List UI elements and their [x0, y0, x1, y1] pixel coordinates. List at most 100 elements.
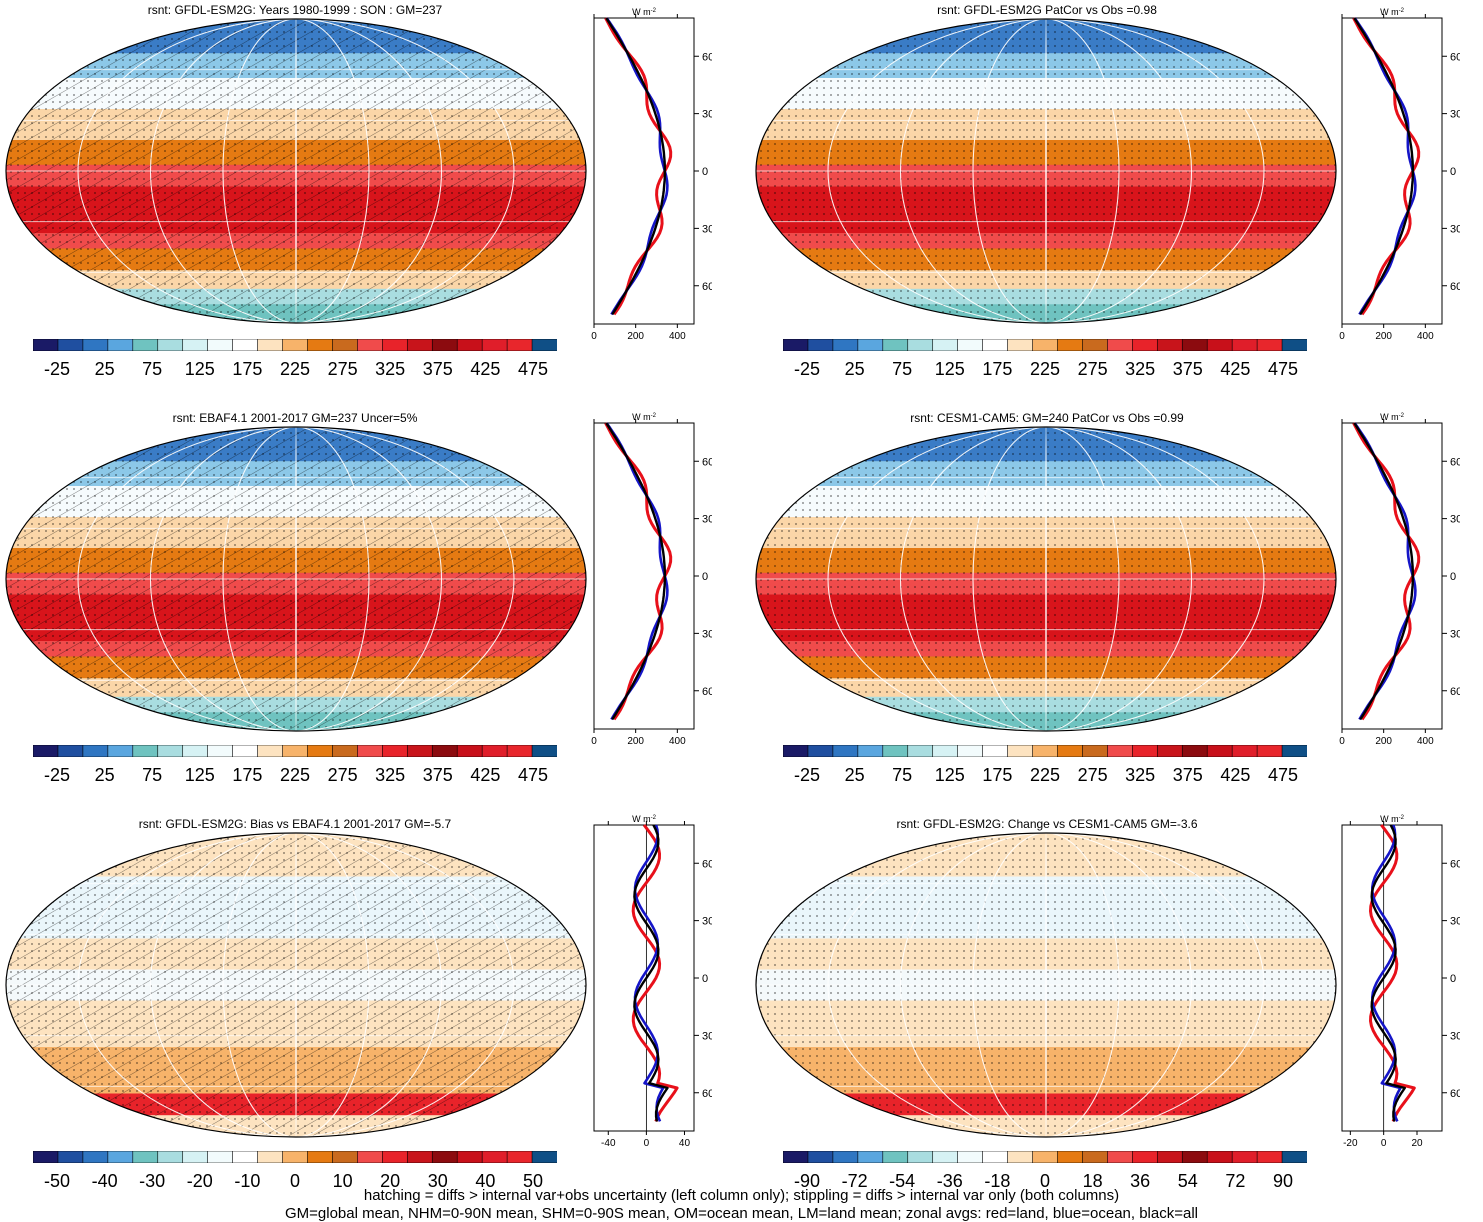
colorbar-swatch	[157, 745, 184, 757]
zonal-frame	[1341, 422, 1443, 730]
colorbar-swatch	[456, 745, 483, 757]
zonal-lat-label: 0	[702, 166, 708, 178]
zonal-x-tick-label: 200	[1375, 331, 1392, 340]
colorbar-tick-label: -30	[139, 1171, 166, 1191]
colorbar-swatch	[957, 339, 984, 351]
colorbar-swatch	[857, 1151, 884, 1163]
colorbar-swatch	[1156, 745, 1183, 757]
colorbar-tick-label: 425	[1220, 765, 1251, 785]
colorbar-swatch	[982, 339, 1009, 351]
zonal-x-tick-label: 0	[644, 1138, 650, 1147]
colorbar-tick-label: 325	[375, 359, 406, 379]
colorbar-tick-label: 75	[142, 359, 163, 379]
colorbar-tick-label: 75	[892, 765, 913, 785]
zonal-frame	[593, 422, 695, 730]
colorbar-swatch	[531, 1151, 557, 1163]
colorbar-swatch	[857, 745, 884, 757]
colorbar-tick-label: 225	[279, 359, 311, 379]
zonal-unit-label: W m-2	[1380, 412, 1404, 422]
colorbar-swatch	[932, 745, 959, 757]
colorbar-swatch	[82, 339, 109, 351]
colorbar-tick-label: 225	[1029, 765, 1061, 785]
colorbar-swatch	[1231, 339, 1258, 351]
zonal-curve-land	[1352, 422, 1421, 721]
global-map	[2, 830, 590, 1140]
zonal-x-tick-label: 20	[1411, 1138, 1423, 1147]
zonal-x-tick-label: 400	[1417, 736, 1434, 745]
zonal-lat-label: 60S	[702, 281, 712, 293]
colorbar-tick-label: -25	[43, 359, 71, 379]
colorbar-swatch	[1281, 339, 1307, 351]
zonal-curve-ocean	[605, 422, 669, 721]
colorbar-swatch	[907, 1151, 934, 1163]
colorbar-tick-label: 425	[470, 359, 501, 379]
zonal-mean-plot: W m-2 60N 30N 0 30S 60S 0 200 400	[572, 6, 712, 340]
colorbar-tick-label: 18	[1082, 1171, 1103, 1191]
zonal-curve-all	[1353, 17, 1414, 316]
zonal-curve-all	[633, 824, 669, 1122]
colorbar-swatch	[1181, 745, 1208, 757]
graticule-meridian	[222, 427, 370, 731]
zonal-lat-label: 60S	[1450, 686, 1460, 698]
colorbar-swatch	[307, 745, 334, 757]
zonal-unit-label: W m-2	[1380, 814, 1404, 824]
colorbar-swatch	[1082, 745, 1108, 757]
zonal-lat-label: 60S	[1450, 281, 1460, 293]
colorbar-tick-label: -10	[234, 1171, 261, 1191]
map-outline	[5, 832, 587, 1138]
colorbar: -25 25 75 125 175 225 275 325 375 425 475	[783, 745, 1307, 785]
colorbar-swatch	[82, 1151, 109, 1163]
colorbar-swatch	[1181, 339, 1208, 351]
colorbar-swatch	[1032, 339, 1059, 351]
colorbar-swatch	[832, 1151, 859, 1163]
graticule-meridian	[222, 19, 370, 323]
colorbar-swatch	[1206, 745, 1233, 757]
colorbar-swatch	[257, 1151, 284, 1163]
zonal-unit-label: W m-2	[632, 7, 656, 17]
colorbar-swatch	[107, 745, 134, 757]
colorbar-swatch	[431, 339, 458, 351]
colorbar-tick-label: 30	[427, 1171, 448, 1191]
map-title: rsnt: EBAF4.1 2001-2017 GM=237 Uncer=5%	[172, 411, 418, 425]
colorbar-swatch	[1057, 745, 1084, 757]
colorbar-swatch	[506, 745, 533, 757]
zonal-mean-plot: W m-2 60N 30N 0 30S 60S 0 200 400	[1320, 411, 1460, 745]
zonal-frame	[1341, 17, 1443, 325]
colorbar-swatch	[33, 1151, 59, 1163]
colorbar-swatch	[1007, 745, 1034, 757]
colorbar-tick-label: 0	[289, 1171, 301, 1191]
colorbar-swatch	[1132, 339, 1158, 351]
footer-note-hatching: hatching = diffs > internal var+obs unce…	[363, 1187, 1120, 1204]
colorbar-swatch	[1156, 1151, 1183, 1163]
colorbar-swatch	[783, 1151, 809, 1163]
zonal-lat-label: 30S	[1450, 223, 1460, 235]
graticule-meridian	[1045, 19, 1047, 323]
graticule-meridian	[900, 19, 1192, 323]
colorbar-swatch	[1107, 1151, 1133, 1163]
zonal-mean-plot: W m-2 60N 30N 0 30S 60S -20 0 20	[1320, 813, 1460, 1147]
graticule-meridian	[900, 833, 1192, 1137]
colorbar: -25 25 75 125 175 225 275 325 375 425 475	[33, 339, 557, 379]
map-outline	[755, 832, 1337, 1138]
colorbar-tick-label: 10	[332, 1171, 353, 1191]
graticule-meridian	[77, 19, 515, 323]
zonal-curve-land	[1352, 17, 1421, 316]
global-map	[2, 16, 590, 326]
colorbar-tick-label: 0	[1039, 1171, 1051, 1191]
map-title: rsnt: GFDL-ESM2G: Change vs CESM1-CAM5 G…	[896, 817, 1198, 831]
zonal-lat-label: 30N	[1450, 109, 1460, 121]
graticule-meridian	[77, 427, 515, 731]
zonal-lat-label: 0	[702, 571, 708, 583]
zonal-curve-all	[605, 17, 666, 316]
footer-note-legend: GM=global mean, NHM=0-90N mean, SHM=0-90…	[284, 1205, 1198, 1222]
colorbar: -90 -72 -54 -36 -18 0 18 36 54 72 90	[783, 1151, 1307, 1191]
colorbar-tick-label: 175	[982, 359, 1013, 379]
graticule-meridian	[295, 427, 297, 731]
zonal-lat-label: 30S	[1450, 1030, 1460, 1042]
zonal-lat-label: 0	[1450, 571, 1456, 583]
graticule-meridian	[150, 833, 442, 1137]
colorbar-tick-label: 125	[934, 765, 965, 785]
zonal-mean-plot: W m-2 60N 30N 0 30S 60S 0 200 400	[1320, 6, 1460, 340]
colorbar-tick-label: 275	[327, 359, 358, 379]
colorbar-swatch	[132, 1151, 159, 1163]
